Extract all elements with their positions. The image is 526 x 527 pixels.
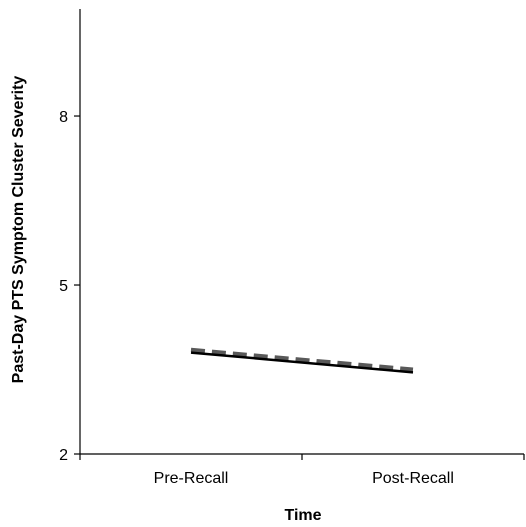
y-tick-label: 5	[59, 278, 68, 295]
series-line-dashed	[190, 347, 414, 372]
y-axis-title: Past-Day PTS Symptom Cluster Severity	[10, 76, 27, 384]
x-tick-label: Pre-Recall	[154, 470, 229, 487]
series-line-solid	[190, 351, 414, 374]
y-ticks: 2 5 8	[59, 109, 80, 464]
y-tick-label: 8	[59, 109, 68, 126]
series-layer	[190, 347, 414, 374]
x-tick-label: Post-Recall	[372, 470, 454, 487]
y-tick-label: 2	[59, 447, 68, 464]
x-ticks: Pre-Recall Post-Recall	[79, 454, 525, 487]
x-axis-title: Time	[284, 507, 321, 524]
